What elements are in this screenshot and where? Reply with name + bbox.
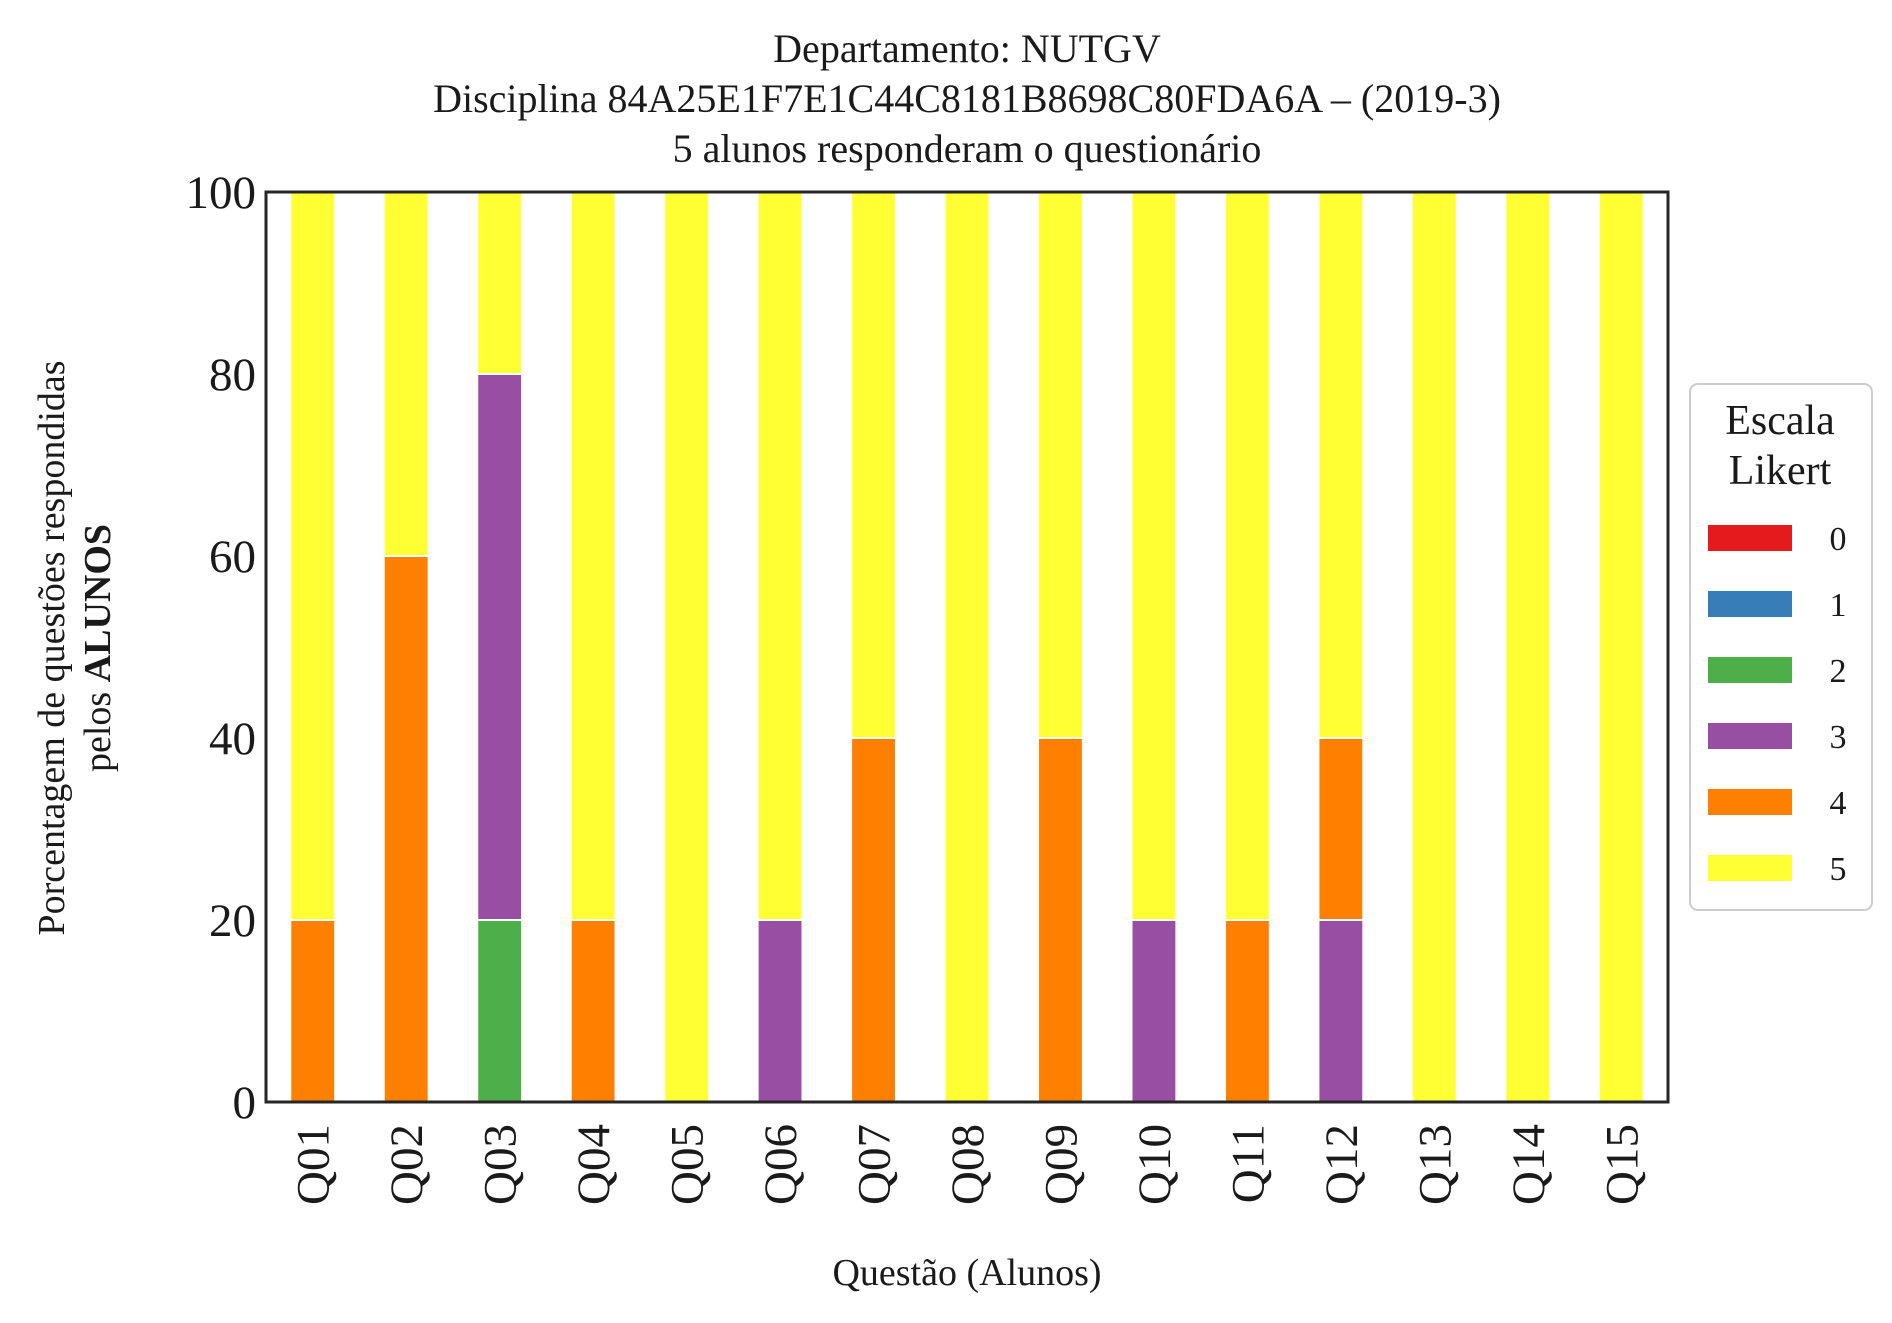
x-tick-label: Q10 <box>1129 1124 1181 1205</box>
x-tick-label: Q15 <box>1596 1124 1648 1205</box>
title-line-3: 5 alunos responderam o questionário <box>673 126 1262 171</box>
bar-Q07-likert-5 <box>850 191 897 739</box>
bar-Q04-likert-4 <box>569 919 617 1103</box>
bar-Q10-likert-3 <box>1130 919 1178 1103</box>
bar-Q03-likert-3 <box>476 373 524 921</box>
x-tick-label: Q02 <box>381 1124 433 1205</box>
x-tick-label: Q06 <box>755 1124 807 1205</box>
legend-items: 0 1 2 3 4 5 <box>1708 521 1847 888</box>
x-tick-label: Q08 <box>942 1124 994 1205</box>
bar-Q14-likert-5 <box>1504 191 1552 1103</box>
y-axis-label-line-2: pelos ALUNOS <box>77 524 119 772</box>
bar-Q12-likert-3 <box>1317 919 1365 1103</box>
x-axis-label: Questão (Alunos) <box>832 1252 1101 1294</box>
title-line-1: Departamento: NUTGV <box>773 26 1161 71</box>
legend-box <box>1689 383 1873 911</box>
x-tick-label: Q07 <box>849 1124 901 1205</box>
bar-Q10-likert-5 <box>1130 191 1178 921</box>
y-tick-label: 40 <box>209 713 256 765</box>
legend-label-0: 0 <box>1830 521 1847 558</box>
y-axis-label-line-1: Porcentagem de questões respondidas <box>31 360 73 935</box>
legend-swatch-3 <box>1708 723 1792 749</box>
bar-Q06-likert-3 <box>756 919 804 1103</box>
legend-label-5: 5 <box>1830 851 1847 888</box>
bar-Q11-likert-5 <box>1223 191 1271 921</box>
bar-Q03-likert-2 <box>476 919 524 1103</box>
y-tick-label: 100 <box>186 167 257 219</box>
legend: Escala Likert 0 1 2 3 4 5 <box>1689 383 1873 911</box>
y-axis-label: Porcentagem de questões respondidas pelo… <box>31 360 119 935</box>
plot-frame <box>264 190 1670 1104</box>
x-tick-label: Q01 <box>288 1124 340 1205</box>
x-tick-label: Q14 <box>1503 1124 1555 1205</box>
y-tick-label: 80 <box>209 349 256 401</box>
bar-Q09-likert-5 <box>1037 191 1084 739</box>
x-tick-label: Q12 <box>1316 1124 1368 1205</box>
y-tick-label: 20 <box>209 895 256 947</box>
x-tick-label: Q05 <box>662 1124 714 1205</box>
legend-label-3: 3 <box>1830 719 1847 756</box>
bar-Q04-likert-5 <box>569 191 617 921</box>
bar-Q13-likert-5 <box>1410 191 1458 1103</box>
legend-swatch-5 <box>1708 855 1792 881</box>
x-tick-layer: Q01 Q02 Q03 Q04 Q05 Q06 Q07 Q08 Q09 Q10 Q11 Q12 Q13 Q… <box>288 1124 1649 1205</box>
title-line-2: Disciplina 84A25E1F7E1C44C8181B8698C80FD… <box>433 76 1501 121</box>
x-tick-label: Q09 <box>1035 1124 1087 1205</box>
x-tick-label: Q13 <box>1409 1124 1461 1205</box>
x-tick-label: Q11 <box>1222 1124 1274 1203</box>
y-axis-label-bold: ALUNOS <box>77 524 119 682</box>
legend-swatch-2 <box>1708 657 1792 683</box>
bar-Q11-likert-4 <box>1223 919 1271 1103</box>
legend-title-line-2: Likert <box>1729 448 1832 494</box>
legend-swatch-0 <box>1708 525 1792 551</box>
legend-label-2: 2 <box>1830 653 1847 690</box>
x-tick-label: Q03 <box>475 1124 527 1205</box>
y-axis-label-prefix: pelos <box>77 682 119 772</box>
legend-label-4: 4 <box>1830 785 1847 822</box>
legend-title-line-1: Escala <box>1725 398 1835 444</box>
bar-Q12-likert-5 <box>1317 191 1365 739</box>
legend-swatch-1 <box>1708 591 1792 617</box>
y-tick-label: 60 <box>209 531 256 583</box>
legend-swatch-4 <box>1708 789 1792 815</box>
bar-Q12-likert-4 <box>1317 737 1365 921</box>
bar-Q15-likert-5 <box>1597 191 1645 1103</box>
legend-label-1: 1 <box>1830 587 1847 624</box>
y-tick-layer: 0 20 40 60 80 100 <box>186 167 257 1129</box>
bar-Q09-likert-4 <box>1037 737 1084 1103</box>
y-tick-label: 0 <box>233 1077 257 1129</box>
bar-Q01-likert-4 <box>289 919 337 1103</box>
bar-Q06-likert-5 <box>756 191 804 921</box>
bar-Q02-likert-5 <box>382 191 430 557</box>
chart-title: Departamento: NUTGV Disciplina 84A25E1F7… <box>433 26 1501 171</box>
x-tick-label: Q04 <box>568 1124 620 1205</box>
bar-Q08-likert-5 <box>943 191 991 1103</box>
bar-Q01-likert-5 <box>289 191 337 921</box>
bar-Q07-likert-4 <box>850 737 897 1103</box>
bar-Q05-likert-5 <box>663 191 711 1103</box>
bar-Q03-likert-5 <box>476 191 524 375</box>
bars-layer <box>289 191 1645 1103</box>
bar-Q02-likert-4 <box>382 555 430 1103</box>
